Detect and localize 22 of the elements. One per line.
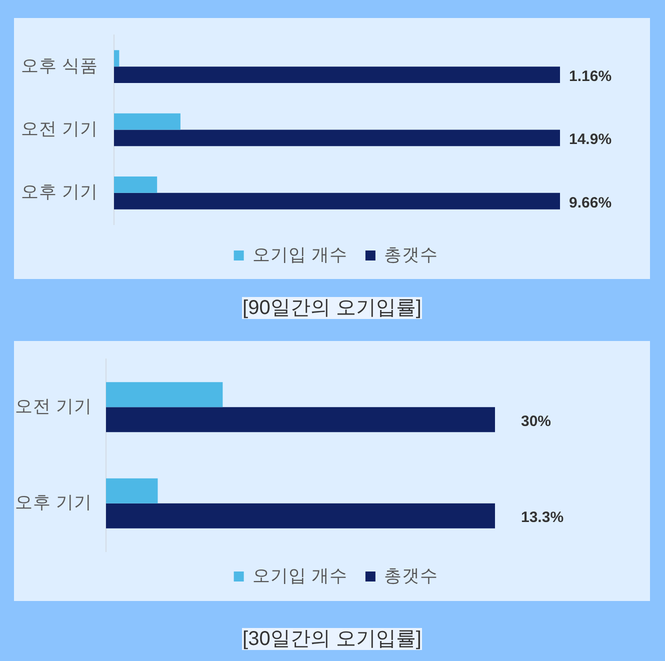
bar — [114, 130, 560, 146]
y-tick-label: 오전 기기 — [21, 118, 98, 139]
bar — [114, 176, 158, 193]
text: 9.66% — [569, 194, 612, 212]
text: [90일간의 오기입률] — [242, 297, 422, 319]
bar — [114, 192, 560, 210]
legend-label: 총갯수 — [384, 244, 438, 264]
y-tick-label: 오후 식품 — [21, 55, 98, 76]
legend-label: 총갯수 — [384, 565, 438, 586]
text: [30일간의 오기입률] — [242, 628, 422, 650]
text: 30% — [521, 412, 552, 430]
legend-label: 오기입 개수 — [252, 565, 348, 586]
text: 14.9% — [569, 131, 612, 148]
bar — [114, 113, 180, 130]
y-tick-label: 오후 기기 — [15, 492, 92, 512]
bar — [114, 66, 560, 84]
bar — [114, 50, 120, 67]
legend-label: 오기입 개수 — [252, 244, 348, 264]
text: 13.3% — [521, 509, 564, 526]
y-tick-label: 오전 기기 — [15, 396, 92, 416]
text: 1.16% — [569, 68, 612, 85]
y-tick-label: 오후 기기 — [21, 182, 98, 202]
